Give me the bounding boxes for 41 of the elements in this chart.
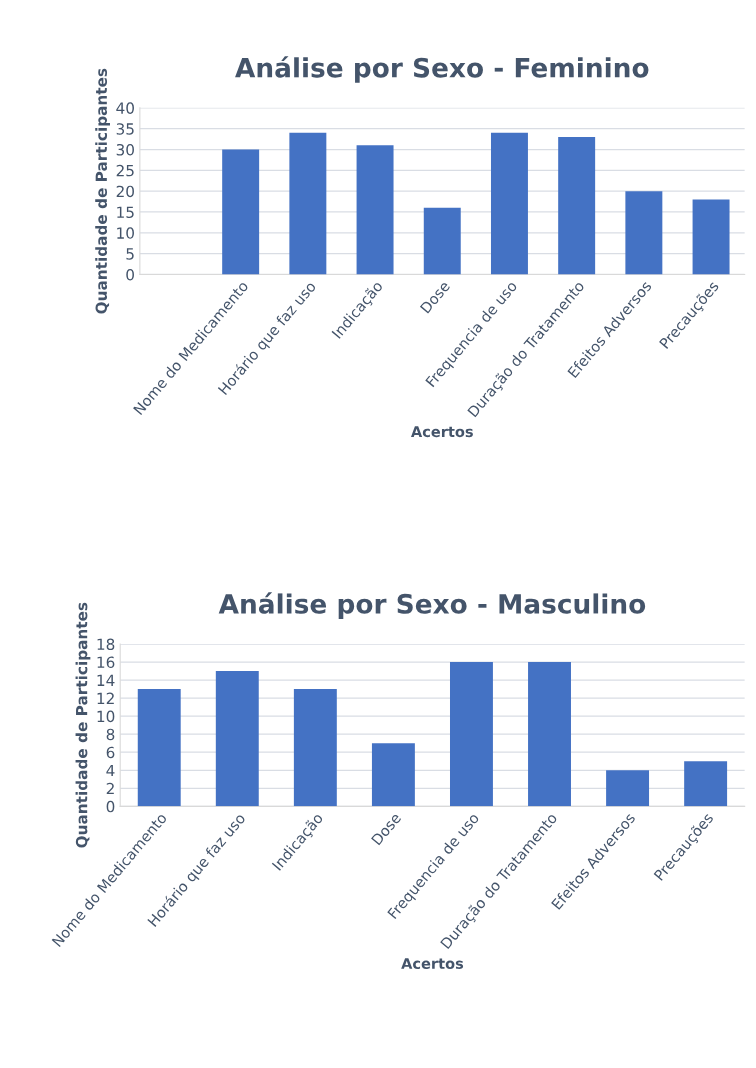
bar [293, 689, 337, 807]
y-tick-label: 8 [106, 728, 115, 741]
y-tick-label: 14 [97, 674, 115, 686]
bar [356, 145, 394, 275]
y-tick-label: 0 [106, 800, 115, 813]
bar [289, 132, 327, 275]
bar [215, 671, 259, 807]
bar [692, 199, 730, 275]
bar [528, 662, 571, 807]
y-tick-label: 15 [117, 206, 134, 219]
y-tick-label: 5 [126, 248, 134, 260]
y-tick-label: 0 [126, 268, 134, 281]
bar [606, 770, 650, 807]
y-tick-label: 25 [116, 164, 134, 177]
y-axis-title: Quantidade de Participantes [95, 68, 110, 314]
y-tick-label: 10 [117, 227, 134, 239]
y-tick-label: 6 [106, 746, 115, 759]
bar [222, 149, 260, 275]
bar [423, 207, 461, 275]
y-tick-label: 20 [116, 185, 134, 198]
y-tick-label: 30 [116, 143, 134, 156]
x-axis-title: Acertos [410, 426, 473, 438]
y-tick-label: 40 [116, 102, 134, 114]
chart-title: Análise por Sexo - Feminino [235, 56, 649, 83]
bar [625, 191, 663, 275]
y-tick-label: 12 [97, 692, 114, 704]
y-tick-label: 35 [116, 123, 134, 135]
y-tick-label: 4 [106, 764, 115, 777]
y-tick-label: 2 [106, 782, 114, 795]
bar [684, 761, 728, 807]
chart-title: Análise por Sexo - Masculino [218, 592, 646, 619]
y-tick-label: 10 [97, 710, 115, 723]
y-tick-label: 18 [97, 638, 115, 651]
y-axis-title: Quantidade de Participantes [75, 602, 91, 848]
x-axis-title: Acertos [401, 958, 464, 969]
bar [449, 662, 493, 807]
y-tick-label: 16 [97, 656, 115, 669]
bar [137, 689, 181, 807]
bar [371, 743, 415, 807]
bar [490, 132, 528, 275]
bar [558, 137, 596, 275]
